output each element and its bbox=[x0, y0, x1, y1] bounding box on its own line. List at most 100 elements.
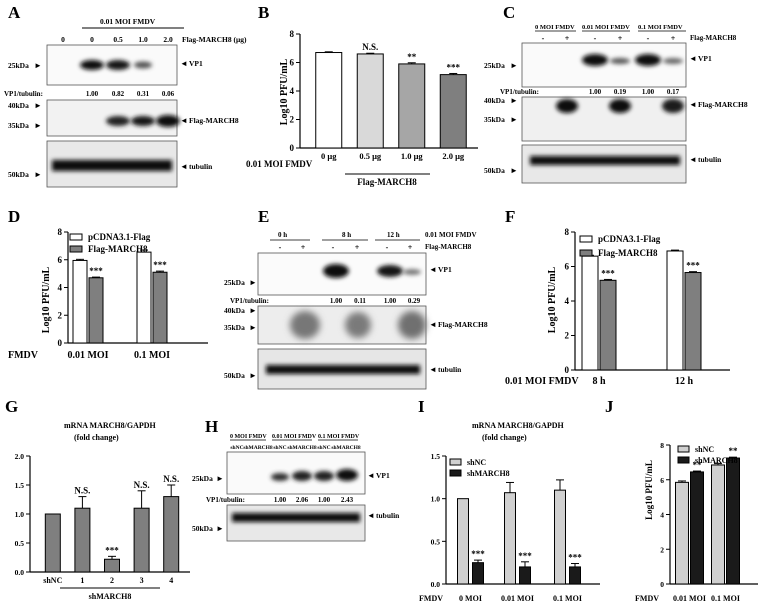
panel-e-band-tubulin: tubulin bbox=[438, 365, 462, 374]
bar bbox=[356, 53, 384, 149]
band bbox=[131, 116, 155, 126]
band bbox=[336, 469, 358, 481]
y-tick-label: 0 bbox=[290, 143, 295, 153]
legend-label: pCDNA3.1-Flag bbox=[88, 232, 151, 242]
chart-j: 0 2 4 6 8 0.01 MOI 0.1 MOI shNC shMARCH8** ** bbox=[660, 441, 758, 603]
panel-a-dose-0: 0 bbox=[61, 35, 65, 44]
y-tick-label: 6 bbox=[565, 262, 570, 272]
panel-h-header-1: 0.01 MOI FMDV bbox=[272, 434, 317, 440]
panel-c-ratio-2: 1.00 bbox=[642, 88, 655, 96]
panel-e-ratio-label: VP1/tubulin: bbox=[230, 297, 269, 305]
significance-label: *** bbox=[153, 260, 167, 270]
y-tick-label: 0 bbox=[565, 365, 570, 375]
panel-a-ratio-3: 0.06 bbox=[162, 90, 175, 98]
significance-label: N.S. bbox=[362, 42, 378, 52]
y-tick-label: 0.0 bbox=[15, 568, 25, 577]
chart-g: 0.0 0.5 1.0 1.5 2.0 shNC 1 N.S. 2 *** 3 N.S. 4 N.S. bbox=[15, 452, 190, 585]
panel-h-lane-0: shNC bbox=[230, 445, 243, 451]
y-tick-label: 8 bbox=[290, 29, 295, 39]
panel-c-sign-0: - bbox=[542, 34, 545, 43]
panel-a-band-flag: Flag-MARCH8 bbox=[189, 116, 239, 125]
band bbox=[292, 471, 312, 481]
panel-h: H 0 MOI FMDV 0.01 MOI FMDV 0.1 MOI FMDV … bbox=[192, 417, 400, 542]
panel-e-ratio-0: 1.00 bbox=[330, 297, 343, 305]
band bbox=[556, 99, 578, 113]
y-tick-label: 1.0 bbox=[431, 495, 441, 504]
legend-label: shMARCH8 bbox=[695, 456, 738, 465]
panel-c-sign-1: + bbox=[565, 34, 570, 43]
category-label: 1.0 μg bbox=[401, 151, 424, 161]
bar bbox=[554, 489, 566, 585]
band-arrow: ◄ bbox=[429, 320, 437, 329]
bar bbox=[72, 259, 88, 344]
bar bbox=[599, 279, 617, 371]
significance-label: *** bbox=[568, 553, 582, 563]
legend-swatch bbox=[449, 469, 462, 477]
panel-h-blot-tubulin bbox=[226, 504, 366, 542]
panel-g-letter: G bbox=[5, 397, 18, 416]
panel-c-marker-35: 35kDa bbox=[484, 115, 505, 124]
panel-c-header-1: 0.01 MOI FMDV bbox=[582, 24, 630, 31]
panel-a-dose-1: 0 bbox=[90, 35, 94, 44]
panel-i-xlabel-left: FMDV bbox=[419, 594, 443, 603]
panel-c-marker-50: 50kDa bbox=[484, 166, 505, 175]
band bbox=[635, 54, 661, 66]
y-tick-label: 6 bbox=[58, 255, 63, 265]
panel-c-ratio-label: VP1/tubulin: bbox=[500, 88, 539, 96]
panel-h-marker-25: 25kDa bbox=[192, 474, 213, 483]
band-arrow: ◄ bbox=[689, 54, 697, 63]
panel-a-ratio-2: 0.31 bbox=[137, 90, 150, 98]
category-label: 0.01 MOI bbox=[673, 594, 706, 603]
panel-j-letter: J bbox=[605, 397, 614, 416]
panel-c-header-2: 0.1 MOI FMDV bbox=[638, 24, 683, 31]
y-tick-label: 8 bbox=[58, 227, 63, 237]
category-label: 0.1 MOI bbox=[711, 594, 740, 603]
band-arrow: ◄ bbox=[180, 116, 188, 125]
band bbox=[106, 60, 130, 70]
marker-arrow: ► bbox=[510, 96, 518, 105]
panel-e-header-1: 8 h bbox=[342, 231, 351, 239]
panel-h-header-0: 0 MOI FMDV bbox=[230, 434, 267, 440]
category-label: 2 bbox=[110, 576, 114, 585]
significance-label: *** bbox=[447, 62, 461, 72]
bar bbox=[457, 498, 469, 585]
band bbox=[398, 311, 426, 339]
panel-b-xlabel-left: 0.01 MOI FMDV bbox=[246, 159, 313, 169]
y-tick-label: 4 bbox=[58, 283, 63, 293]
panel-b-letter: B bbox=[258, 3, 269, 22]
panel-c-band-vp1: VP1 bbox=[698, 54, 712, 63]
bar bbox=[690, 471, 704, 585]
bar bbox=[44, 513, 61, 573]
chart-f: 0 2 4 6 8 8 h 12 h pCDNA3.1-Flag Flag-MARCH8 *** *… bbox=[565, 227, 730, 387]
panel-b-ylabel: Log10 PFU/mL bbox=[279, 58, 290, 125]
bar bbox=[569, 566, 581, 585]
panel-c-sign-4: - bbox=[647, 34, 650, 43]
category-label: 2.0 μg bbox=[442, 151, 465, 161]
y-tick-label: 2.0 bbox=[15, 452, 25, 461]
chart-d: 0 2 4 6 8 0.01 MOI 0.1 MOI pCDNA3.1-Flag Flag-MA… bbox=[58, 227, 208, 361]
panel-e-band-flag: Flag-MARCH8 bbox=[438, 320, 488, 329]
marker-arrow: ► bbox=[34, 61, 42, 70]
panel-a-marker-25: 25kDa bbox=[8, 61, 29, 70]
legend-label: pCDNA3.1-Flag bbox=[598, 234, 661, 244]
panel-a-dose-2: 0.5 bbox=[113, 35, 123, 44]
y-tick-label: 0.0 bbox=[431, 580, 441, 589]
bar bbox=[133, 507, 150, 573]
panel-g-title2: (fold change) bbox=[74, 433, 119, 442]
legend-swatch bbox=[449, 458, 462, 466]
band bbox=[314, 471, 334, 481]
panel-e-sign-3: + bbox=[355, 243, 360, 252]
panel-e-header-2: 12 h bbox=[387, 231, 400, 239]
bar bbox=[163, 496, 180, 573]
bar bbox=[88, 277, 104, 344]
panel-e-letter: E bbox=[258, 207, 269, 226]
bar bbox=[136, 251, 152, 344]
panel-a-band-vp1: VP1 bbox=[189, 59, 203, 68]
band-arrow: ◄ bbox=[367, 511, 375, 520]
panel-i-letter: I bbox=[418, 397, 425, 416]
panel-e-sign-5: + bbox=[408, 243, 413, 252]
bar bbox=[711, 464, 725, 585]
panel-c-header-0: 0 MOI FMDV bbox=[535, 24, 575, 31]
panel-b-xlabel-bottom: Flag-MARCH8 bbox=[357, 177, 417, 187]
